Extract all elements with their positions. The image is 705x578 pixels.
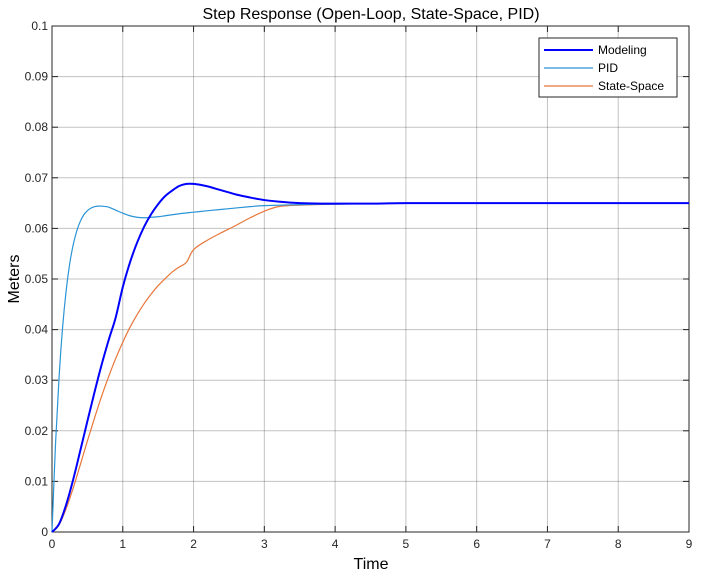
y-tick-label: 0 [41,525,48,539]
chart-title: Step Response (Open-Loop, State-Space, P… [202,6,539,23]
x-tick-label: 2 [190,537,197,551]
y-tick-label: 0.06 [25,221,49,235]
y-tick-label: 0.09 [25,70,49,84]
x-axis-title: Time [354,556,389,573]
series-lines [51,182,689,533]
legend-label-modeling: Modeling [598,43,647,57]
y-tick-label: 0.08 [25,120,49,134]
axes [51,25,690,533]
x-tick-label: 9 [686,537,693,551]
x-tick-label: 0 [49,537,56,551]
y-tick-label: 0.04 [25,323,49,337]
legend-label-pid: PID [598,61,618,75]
y-tick-label: 0.07 [25,171,49,185]
x-tick-label: 4 [332,537,339,551]
y-tick-label: 0.03 [25,373,49,387]
series-line-modeling [51,182,689,533]
y-tick-labels: 0 0.01 0.02 0.03 0.04 0.05 0.06 0.07 0.08 0.09 0.1 [25,19,49,539]
x-tick-labels: 0 1 2 3 4 5 6 7 8 9 [49,537,693,551]
x-tick-label: 1 [119,537,126,551]
x-tick-label: 7 [544,537,551,551]
x-tick-label: 8 [615,537,622,551]
legend-label-state-space: State-Space [598,79,664,93]
y-tick-label: 0.05 [25,272,49,286]
y-tick-label: 0.02 [25,424,49,438]
x-tick-label: 6 [473,537,480,551]
x-tick-label: 5 [403,537,410,551]
y-axis-title: Meters [6,255,23,304]
y-tick-label: 0.1 [31,19,48,33]
y-tick-label: 0.01 [25,474,49,488]
x-tick-label: 3 [261,537,268,551]
legend: Modeling PID State-Space [538,37,678,98]
